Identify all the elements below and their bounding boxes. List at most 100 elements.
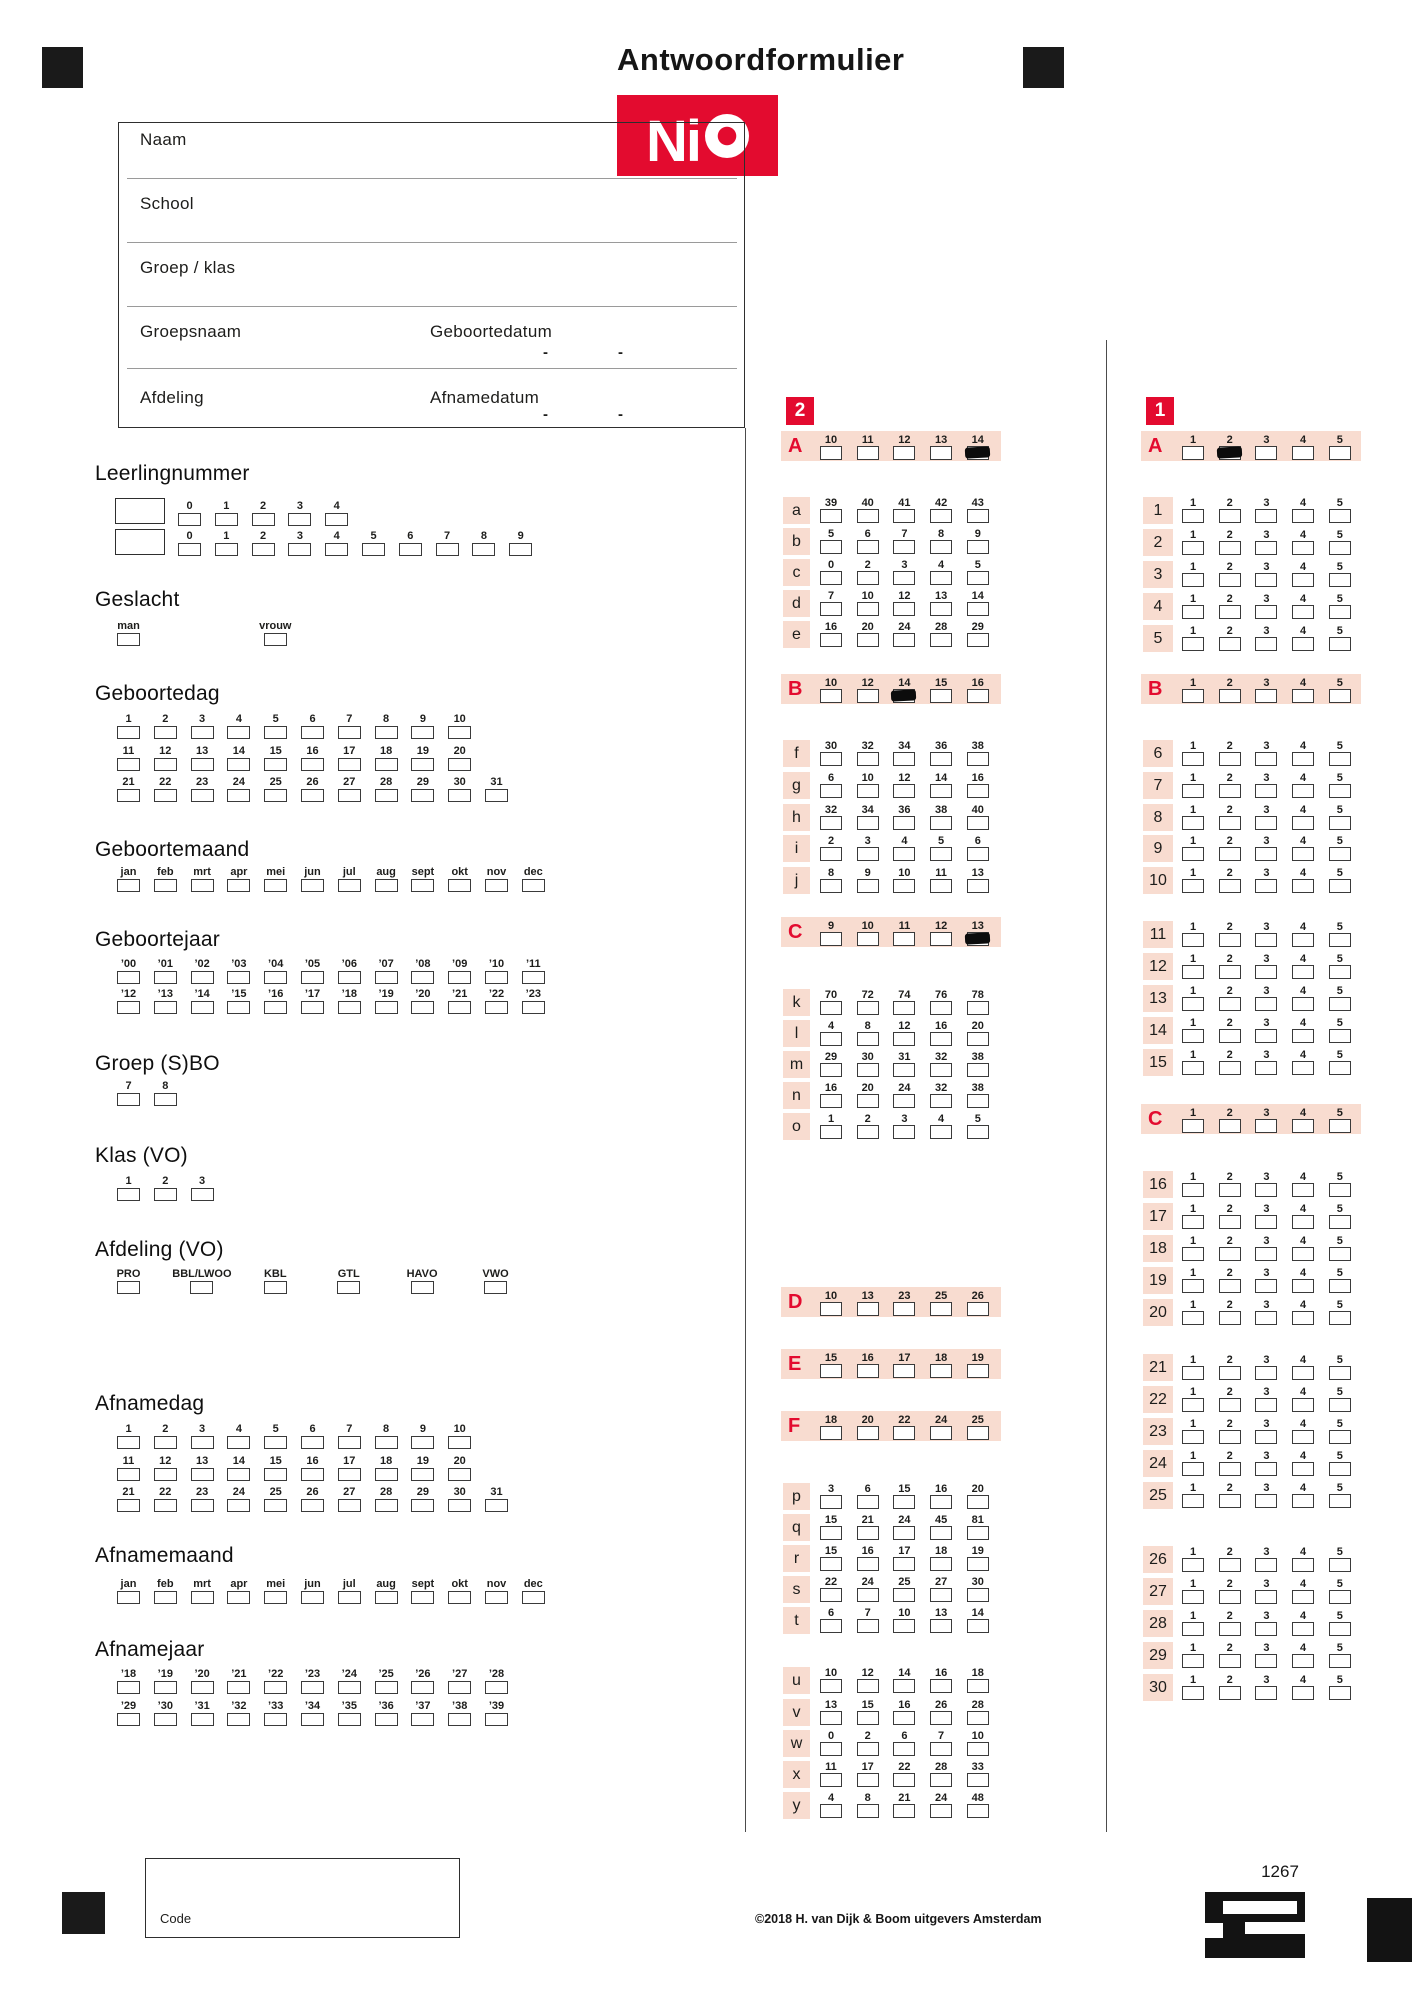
- checkbox-1-12-5[interactable]: [1328, 965, 1351, 979]
- checkbox-afnamedag-30[interactable]: [448, 1499, 472, 1512]
- checkbox-geboortedag-30[interactable]: [448, 789, 472, 802]
- checkbox-leerlingnummer-4[interactable]: [325, 513, 349, 526]
- checkbox-1-6-2[interactable]: [1218, 752, 1241, 766]
- checkbox-geboortedag-3[interactable]: [190, 726, 214, 739]
- checkbox-2-B-10[interactable]: [820, 689, 842, 703]
- checkbox-2-i-5[interactable]: [930, 847, 953, 861]
- checkbox-geboortejaar-’13[interactable]: [153, 1001, 177, 1014]
- checkbox-2-i-4[interactable]: [893, 847, 916, 861]
- checkbox-1-30-4[interactable]: [1292, 1686, 1315, 1700]
- checkbox-afnamejaar-’26[interactable]: [411, 1681, 435, 1694]
- checkbox-afnamedag-25[interactable]: [264, 1499, 288, 1512]
- checkbox-geboortejaar-’10[interactable]: [485, 971, 508, 984]
- checkbox-geboortedag-20[interactable]: [448, 757, 472, 771]
- checkbox-afdeling-vo-BBL/LWOO[interactable]: [190, 1281, 214, 1294]
- checkbox-geboortedag-22[interactable]: [153, 789, 177, 802]
- checkbox-1-16-5[interactable]: [1328, 1183, 1351, 1197]
- checkbox-2-A-11[interactable]: [856, 446, 879, 460]
- checkbox-2-y-24[interactable]: [930, 1804, 953, 1818]
- checkbox-1-11-4[interactable]: [1292, 933, 1315, 947]
- checkbox-2-d-10[interactable]: [856, 602, 879, 616]
- checkbox-geboortedag-8[interactable]: [374, 726, 398, 739]
- checkbox-2-m-31[interactable]: [893, 1063, 916, 1077]
- checkbox-afnamejaar-’30[interactable]: [153, 1712, 177, 1726]
- checkbox-1-13-3[interactable]: [1255, 997, 1278, 1011]
- checkbox-2-b-5[interactable]: [820, 540, 842, 554]
- checkbox-groep-sbo-8[interactable]: [153, 1093, 177, 1106]
- checkbox-2-a-40[interactable]: [856, 509, 879, 523]
- checkbox-afnamedag-15[interactable]: [264, 1467, 288, 1481]
- checkbox-1-6-3[interactable]: [1255, 752, 1278, 766]
- checkbox-afnamedag-11[interactable]: [117, 1467, 140, 1481]
- checkbox-2-v-15[interactable]: [856, 1711, 879, 1725]
- checkbox-1-2-3[interactable]: [1255, 541, 1278, 555]
- checkbox-geboortedag-2[interactable]: [153, 726, 177, 739]
- checkbox-1-14-5[interactable]: [1328, 1029, 1351, 1043]
- checkbox-1-25-3[interactable]: [1255, 1494, 1278, 1508]
- checkbox-afnamejaar-’31[interactable]: [190, 1712, 214, 1726]
- checkbox-1-A-2[interactable]: [1216, 446, 1242, 460]
- checkbox-1-18-3[interactable]: [1255, 1247, 1278, 1261]
- checkbox-2-B-12[interactable]: [856, 689, 879, 703]
- checkbox-1-B-4[interactable]: [1292, 689, 1315, 703]
- checkbox-geboortedag-7[interactable]: [337, 726, 361, 739]
- checkbox-afnamemaand-aug[interactable]: [374, 1591, 398, 1604]
- checkbox-2-l-20[interactable]: [966, 1032, 989, 1046]
- checkbox-1-2-2[interactable]: [1218, 541, 1241, 555]
- checkbox-afnamemaand-jul[interactable]: [337, 1591, 361, 1604]
- checkbox-2-r-17[interactable]: [893, 1557, 916, 1571]
- checkbox-leerlingnummer-7[interactable]: [435, 543, 459, 556]
- checkbox-1-10-1[interactable]: [1182, 879, 1204, 893]
- checkbox-1-22-3[interactable]: [1255, 1398, 1278, 1412]
- checkbox-1-15-3[interactable]: [1255, 1061, 1278, 1075]
- checkbox-2-o-4[interactable]: [930, 1125, 953, 1139]
- checkbox-geboortejaar-’21[interactable]: [448, 1001, 472, 1014]
- checkbox-geboortedag-5[interactable]: [264, 726, 288, 739]
- checkbox-afnamedag-20[interactable]: [448, 1467, 472, 1481]
- checkbox-afdeling-vo-PRO[interactable]: [117, 1281, 140, 1294]
- checkbox-1-25-2[interactable]: [1218, 1494, 1241, 1508]
- checkbox-1-13-5[interactable]: [1328, 997, 1351, 1011]
- checkbox-1-C-3[interactable]: [1255, 1119, 1278, 1133]
- checkbox-geboortejaar-’01[interactable]: [153, 971, 177, 984]
- checkbox-2-b-7[interactable]: [893, 540, 916, 554]
- checkbox-2-n-24[interactable]: [893, 1094, 916, 1108]
- checkbox-afdeling-vo-HAVO[interactable]: [410, 1281, 434, 1294]
- checkbox-1-3-4[interactable]: [1292, 573, 1315, 587]
- checkbox-2-l-8[interactable]: [856, 1032, 879, 1046]
- checkbox-2-m-29[interactable]: [820, 1063, 842, 1077]
- checkbox-1-28-4[interactable]: [1292, 1622, 1315, 1636]
- checkbox-1-30-1[interactable]: [1182, 1686, 1204, 1700]
- checkbox-1-11-3[interactable]: [1255, 933, 1278, 947]
- checkbox-2-g-14[interactable]: [930, 784, 953, 798]
- checkbox-2-t-6[interactable]: [820, 1619, 842, 1633]
- checkbox-1-19-4[interactable]: [1292, 1279, 1315, 1293]
- checkbox-afnamedag-6[interactable]: [301, 1436, 324, 1449]
- checkbox-2-f-36[interactable]: [930, 752, 953, 766]
- checkbox-afnamedag-9[interactable]: [411, 1436, 435, 1449]
- checkbox-1-B-1[interactable]: [1182, 689, 1204, 703]
- checkbox-2-k-72[interactable]: [856, 1001, 879, 1015]
- checkbox-geboortejaar-’12[interactable]: [117, 1001, 140, 1014]
- checkbox-afnamejaar-’36[interactable]: [374, 1712, 398, 1726]
- checkbox-2-v-26[interactable]: [930, 1711, 953, 1725]
- checkbox-afnamedag-18[interactable]: [374, 1467, 398, 1481]
- checkbox-2-f-30[interactable]: [820, 752, 842, 766]
- checkbox-2-C-10[interactable]: [856, 932, 879, 946]
- checkbox-geboortedag-26[interactable]: [301, 789, 324, 802]
- checkbox-2-q-24[interactable]: [893, 1526, 916, 1540]
- checkbox-1-28-5[interactable]: [1328, 1622, 1351, 1636]
- checkbox-geboortedag-16[interactable]: [301, 757, 324, 771]
- checkbox-geboortedag-21[interactable]: [117, 789, 140, 802]
- checkbox-1-19-2[interactable]: [1218, 1279, 1241, 1293]
- checkbox-2-p-20[interactable]: [966, 1495, 989, 1509]
- checkbox-1-3-1[interactable]: [1182, 573, 1204, 587]
- checkbox-2-q-21[interactable]: [856, 1526, 879, 1540]
- checkbox-1-17-5[interactable]: [1328, 1215, 1351, 1229]
- checkbox-1-17-1[interactable]: [1182, 1215, 1204, 1229]
- checkbox-2-b-9[interactable]: [966, 540, 989, 554]
- checkbox-2-C-12[interactable]: [930, 932, 953, 946]
- checkbox-1-29-3[interactable]: [1255, 1654, 1278, 1668]
- checkbox-geboortedag-23[interactable]: [190, 789, 214, 802]
- checkbox-2-l-16[interactable]: [930, 1032, 953, 1046]
